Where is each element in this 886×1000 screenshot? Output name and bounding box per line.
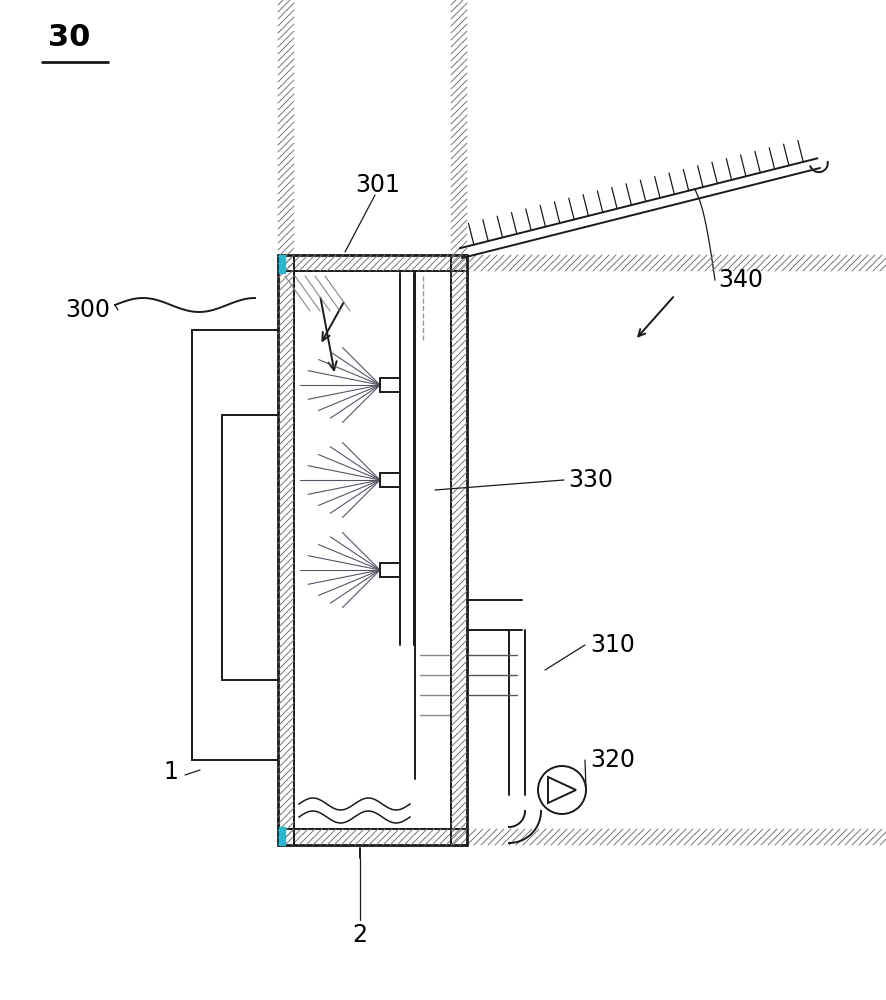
Text: 2: 2 (352, 923, 367, 947)
Bar (380, 473, 400, 487)
Text: 301: 301 (355, 173, 400, 197)
Text: 30: 30 (48, 23, 90, 52)
Text: 340: 340 (718, 268, 763, 292)
Text: 330: 330 (568, 468, 613, 492)
Bar (380, 378, 400, 392)
Text: 310: 310 (590, 633, 635, 657)
Text: 300: 300 (65, 298, 110, 322)
Bar (278, 255, 467, 845)
Text: 320: 320 (590, 748, 635, 772)
Circle shape (538, 766, 586, 814)
Bar (279, 255, 285, 273)
Text: 1: 1 (163, 760, 178, 784)
Bar (380, 563, 400, 577)
Bar (279, 827, 285, 845)
